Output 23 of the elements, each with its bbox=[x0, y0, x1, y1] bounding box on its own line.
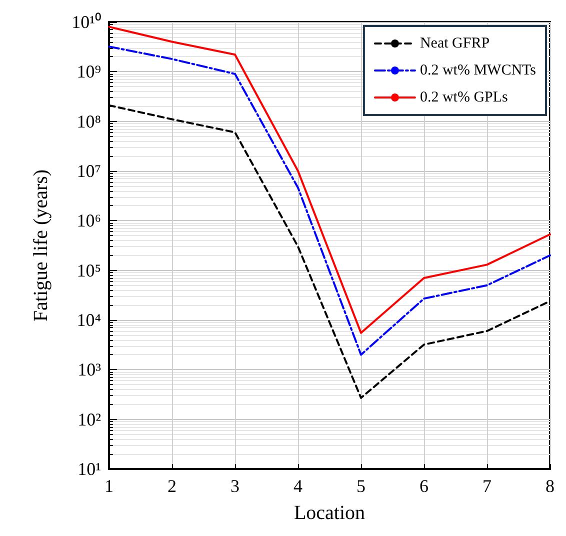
y-tick-label: 10⁶ bbox=[76, 210, 101, 231]
y-tick-label: 10⁸ bbox=[76, 111, 101, 132]
y-tick-label: 10⁵ bbox=[76, 260, 101, 280]
y-tick-label: 10¹ bbox=[78, 459, 101, 479]
y-tick-label: 10⁹ bbox=[76, 62, 101, 82]
x-tick-label: 1 bbox=[104, 476, 114, 496]
x-axis-title: Location bbox=[294, 502, 366, 524]
x-tick-label: 8 bbox=[546, 476, 554, 496]
legend-label: 0.2 wt% MWCNTs bbox=[420, 62, 536, 78]
x-tick-label: 4 bbox=[294, 476, 302, 496]
legend-label: 0.2 wt% GPLs bbox=[420, 90, 508, 106]
x-tick-label: 5 bbox=[356, 476, 366, 496]
x-tick-label: 7 bbox=[482, 476, 492, 496]
x-tick-label: 2 bbox=[168, 476, 176, 496]
x-tick-label: 3 bbox=[230, 476, 240, 496]
y-tick-label: 10² bbox=[78, 409, 101, 430]
legend-label: Neat GFRP bbox=[420, 36, 490, 52]
y-tick-label: 10⁷ bbox=[76, 161, 101, 181]
y-tick-label: 10¹⁰ bbox=[72, 12, 101, 32]
y-axis-title: Fatigue life (years) bbox=[30, 169, 52, 322]
y-tick-label: 10⁴ bbox=[76, 310, 101, 330]
x-tick-label: 6 bbox=[420, 476, 428, 496]
y-tick-label: 10³ bbox=[78, 360, 102, 380]
